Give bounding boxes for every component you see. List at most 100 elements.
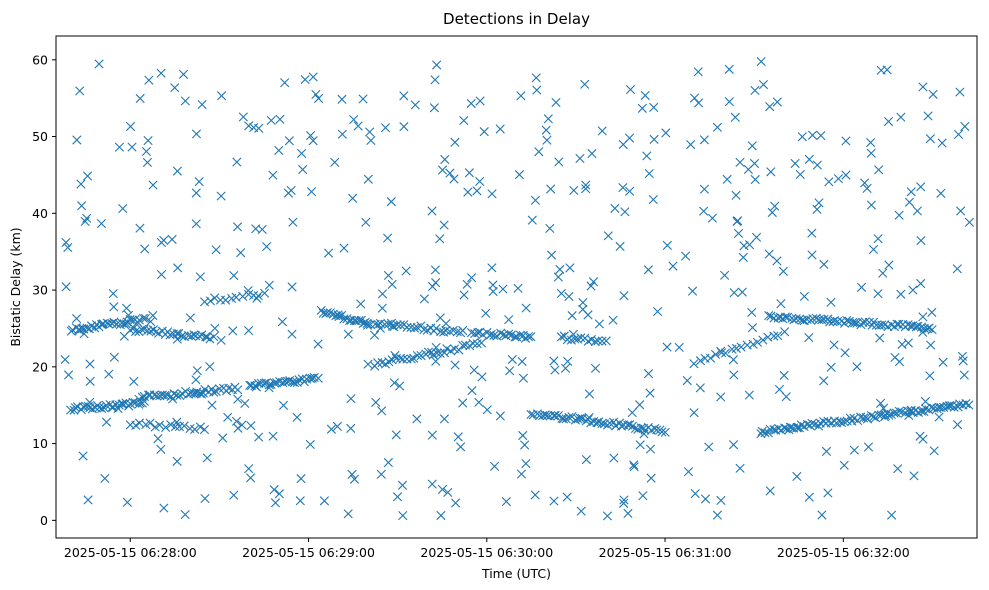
data-point	[266, 115, 276, 126]
data-point	[486, 329, 496, 340]
data-point	[194, 177, 204, 187]
data-point	[83, 495, 93, 505]
data-point	[389, 378, 399, 388]
data-point	[689, 359, 699, 369]
data-point	[833, 174, 844, 184]
data-point	[661, 128, 671, 138]
data-point	[894, 406, 904, 416]
data-point	[850, 318, 860, 328]
data-point	[867, 320, 877, 330]
y-tick-label: 50	[32, 129, 48, 144]
data-point	[496, 328, 506, 338]
data-point	[884, 260, 894, 270]
data-point	[920, 404, 931, 414]
data-point	[141, 146, 151, 157]
data-point	[362, 318, 372, 328]
data-point	[332, 421, 342, 431]
data-point	[288, 217, 298, 227]
data-point	[464, 168, 474, 178]
data-point	[927, 307, 937, 317]
data-point	[94, 59, 104, 69]
data-point	[770, 201, 780, 211]
data-point	[860, 178, 870, 188]
data-point	[489, 330, 499, 341]
data-point	[409, 353, 419, 363]
y-tick-label: 40	[32, 206, 48, 221]
data-point	[603, 231, 613, 241]
y-tick-label: 60	[32, 52, 48, 67]
data-point	[286, 185, 296, 195]
data-point	[443, 487, 453, 498]
data-point	[712, 510, 722, 520]
data-point	[841, 136, 851, 146]
data-point	[66, 405, 76, 415]
data-point	[687, 286, 698, 296]
data-point	[894, 210, 904, 220]
data-point	[463, 187, 473, 197]
data-point	[209, 387, 219, 397]
data-point	[313, 339, 323, 349]
data-point	[138, 313, 148, 323]
data-point	[316, 305, 326, 315]
data-point	[450, 137, 460, 147]
data-point	[436, 510, 446, 521]
data-point	[594, 319, 605, 329]
data-point	[906, 405, 916, 415]
data-point	[960, 121, 970, 132]
data-point	[217, 91, 227, 101]
data-point	[780, 327, 790, 337]
data-point	[437, 165, 448, 175]
data-point	[844, 316, 854, 326]
data-point	[399, 91, 409, 101]
data-point	[594, 417, 604, 427]
data-point	[936, 188, 946, 198]
data-point	[479, 127, 489, 137]
data-point	[920, 396, 931, 407]
data-point	[339, 243, 349, 253]
data-point	[618, 183, 628, 193]
data-point	[349, 114, 359, 125]
data-point	[578, 297, 588, 308]
data-point	[938, 357, 948, 367]
data-point	[319, 496, 330, 506]
data-point	[178, 69, 189, 79]
data-point	[375, 323, 385, 333]
data-point	[366, 135, 376, 146]
data-point	[590, 336, 600, 347]
data-point	[430, 75, 440, 85]
data-point	[518, 430, 528, 441]
data-point	[765, 102, 775, 112]
data-point	[505, 366, 515, 376]
data-point	[108, 288, 118, 299]
data-point	[819, 314, 829, 324]
data-point	[481, 308, 491, 318]
data-point	[699, 135, 709, 145]
data-point	[609, 453, 619, 463]
data-point	[450, 360, 460, 370]
data-point	[757, 426, 767, 436]
data-point	[735, 157, 745, 167]
data-point	[140, 244, 150, 254]
data-point	[305, 439, 315, 450]
data-point	[468, 338, 478, 349]
data-point	[214, 384, 224, 394]
data-point	[576, 333, 586, 343]
data-point	[274, 489, 284, 499]
data-point	[135, 93, 145, 104]
data-point	[137, 324, 147, 335]
data-point	[773, 330, 783, 341]
data-point	[232, 157, 242, 167]
data-point	[80, 216, 90, 227]
data-point	[523, 332, 534, 342]
data-point	[774, 384, 785, 395]
data-point	[285, 375, 295, 386]
data-point	[63, 242, 73, 253]
data-point	[423, 347, 433, 357]
data-point	[515, 330, 526, 340]
data-point	[928, 89, 938, 99]
data-point	[363, 174, 373, 184]
data-point	[101, 400, 111, 410]
data-point	[501, 496, 511, 507]
data-point	[123, 310, 134, 320]
data-point	[510, 332, 520, 342]
